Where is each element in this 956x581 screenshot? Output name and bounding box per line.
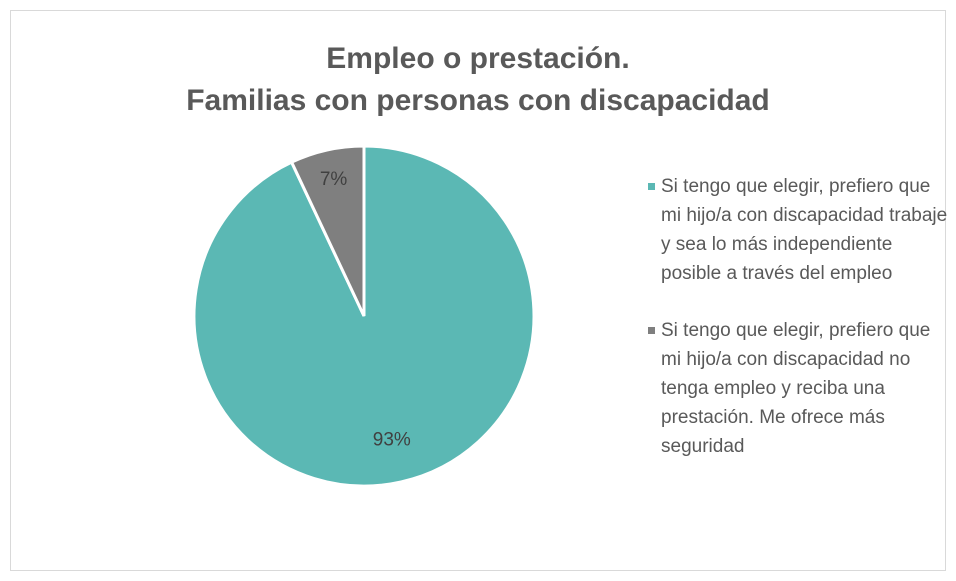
data-label: 93%	[373, 429, 411, 450]
pie-slice	[192, 144, 536, 488]
legend-item: Si tengo que elegir, prefiero que mi hij…	[648, 316, 948, 461]
legend: Si tengo que elegir, prefiero que mi hij…	[648, 172, 948, 489]
legend-swatch	[648, 327, 655, 334]
chart-title: Familias con personas con discapacidad	[186, 84, 770, 117]
data-label: 7%	[320, 169, 348, 190]
chart-title: Empleo o prestación.	[326, 42, 629, 75]
legend-swatch	[648, 183, 655, 190]
legend-label: Si tengo que elegir, prefiero que mi hij…	[661, 320, 931, 457]
pie-slice	[289, 144, 366, 317]
legend-item: Si tengo que elegir, prefiero que mi hij…	[648, 172, 948, 288]
legend-label: Si tengo que elegir, prefiero que mi hij…	[661, 176, 948, 284]
